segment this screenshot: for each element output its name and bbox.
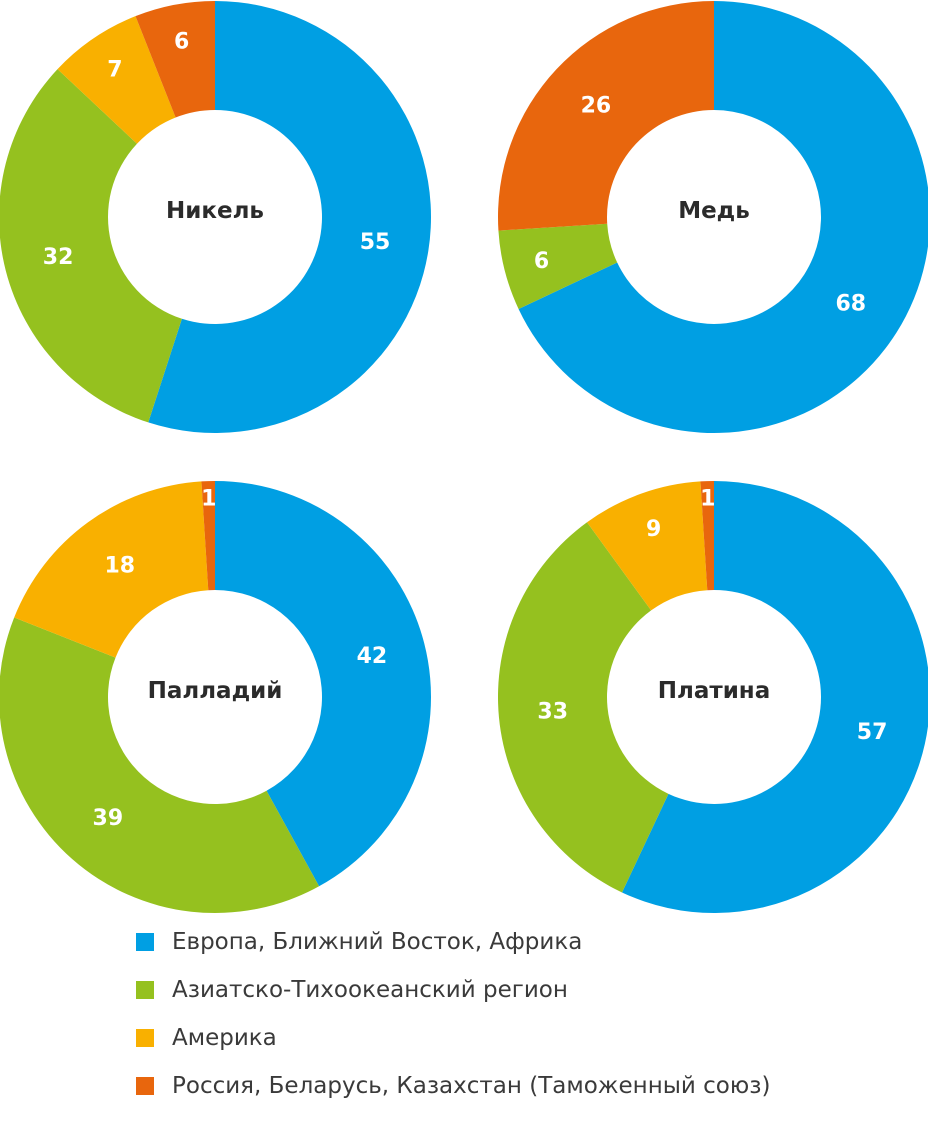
legend-item-emea: Европа, Ближний Восток, Африка (136, 928, 926, 955)
donut-chart-2: 68 6 26 Медь (498, 1, 928, 433)
legend-swatch (136, 932, 154, 951)
data-label-apac: 39 (93, 806, 124, 831)
legend-swatch (136, 1076, 154, 1095)
slice-americas (14, 481, 209, 658)
chart-title: Палладий (148, 678, 283, 704)
data-label-apac: 33 (537, 700, 568, 725)
slice-customs-union (135, 1, 215, 118)
legend-label: Америка (172, 1024, 277, 1051)
slice-emea (622, 481, 928, 913)
data-label-customs-union: 1 (201, 487, 216, 512)
slice-apac (498, 223, 618, 309)
legend: Европа, Ближний Восток, Африка Азиатско-… (136, 928, 926, 1122)
donut-charts: 55 32 7 6 Никель 68 6 26 Медь 42 39 18 1 Палладий 57 33… (0, 1, 928, 913)
donut-chart-4: 57 33 9 1 Платина (498, 481, 928, 913)
chart-title: Медь (678, 198, 750, 224)
data-label-customs-union: 26 (581, 94, 612, 119)
slice-emea (518, 1, 928, 433)
legend-label: Европа, Ближний Восток, Африка (172, 928, 583, 955)
data-label-americas: 9 (646, 517, 661, 542)
data-label-apac: 6 (534, 249, 549, 274)
legend-item-customs-union: Россия, Беларусь, Казахстан (Таможенный … (136, 1072, 926, 1099)
legend-swatch (136, 1028, 154, 1047)
slice-apac (0, 69, 182, 423)
data-label-emea: 68 (835, 291, 866, 316)
slice-customs-union (700, 481, 714, 591)
legend-item-apac: Азиатско-Тихоокеанский регион (136, 976, 926, 1003)
data-label-customs-union: 1 (700, 487, 715, 512)
legend-label: Азиатско-Тихоокеанский регион (172, 976, 568, 1003)
data-label-emea: 42 (357, 644, 388, 669)
donut-chart-1: 55 32 7 6 Никель (0, 1, 432, 433)
chart-title: Платина (658, 678, 770, 704)
slice-customs-union (498, 1, 714, 231)
slice-americas (587, 481, 708, 611)
slice-americas (57, 16, 176, 144)
data-label-apac: 32 (43, 245, 74, 270)
data-label-emea: 57 (857, 720, 888, 745)
chart-title: Никель (166, 198, 264, 224)
slice-apac (0, 617, 320, 913)
slice-apac (498, 522, 669, 893)
slice-emea (215, 481, 431, 887)
legend-swatch (136, 980, 154, 999)
slice-emea (148, 1, 432, 433)
data-label-emea: 55 (360, 230, 391, 255)
slice-customs-union (201, 481, 215, 591)
data-label-americas: 18 (104, 553, 135, 578)
data-label-americas: 7 (107, 57, 122, 82)
legend-label: Россия, Беларусь, Казахстан (Таможенный … (172, 1072, 771, 1099)
data-label-customs-union: 6 (174, 30, 189, 55)
donut-chart-3: 42 39 18 1 Палладий (0, 481, 431, 913)
legend-item-americas: Америка (136, 1024, 926, 1051)
